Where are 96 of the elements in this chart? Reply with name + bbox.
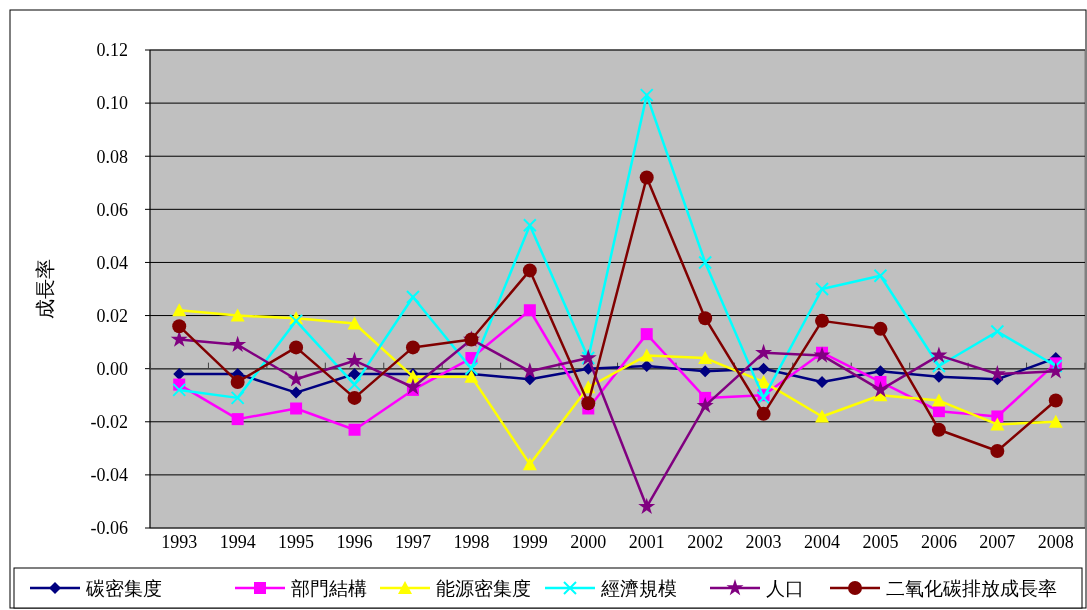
point	[990, 443, 1005, 458]
point	[639, 348, 654, 362]
point	[1047, 362, 1065, 379]
x-tick-label: 2001	[628, 532, 665, 552]
point	[523, 304, 536, 317]
point	[404, 378, 422, 395]
point	[405, 289, 420, 304]
x-tick-label: 1993	[161, 532, 198, 552]
point	[698, 351, 713, 365]
point	[521, 362, 539, 379]
point	[757, 362, 770, 375]
y-tick-label: -0.04	[90, 465, 128, 486]
x-tick-label: 2002	[687, 532, 724, 552]
point	[346, 351, 364, 368]
point	[815, 282, 830, 296]
x-tick-label: 2007	[979, 532, 1016, 552]
point	[932, 370, 945, 383]
point	[348, 367, 361, 380]
point	[699, 365, 712, 378]
point	[287, 370, 305, 387]
point	[930, 346, 948, 363]
point	[231, 413, 244, 426]
point	[816, 375, 829, 388]
point	[990, 417, 1005, 431]
x-tick-label: 1996	[336, 532, 373, 552]
y-tick-label: 0.02	[96, 305, 128, 326]
legend-label: 二氧化碳排放成長率	[886, 576, 1057, 599]
point	[229, 335, 247, 353]
point	[638, 497, 656, 514]
point	[755, 343, 773, 360]
y-tick-label: 0.12	[96, 40, 128, 61]
point	[464, 361, 479, 376]
x-tick-label: 1998	[453, 532, 490, 552]
legend-label: 碳密集度	[85, 576, 162, 599]
point	[172, 303, 187, 317]
point	[348, 423, 361, 436]
point	[639, 88, 654, 103]
y-tick-label: 0.08	[96, 146, 128, 167]
x-tick-label: 2004	[804, 532, 841, 552]
point	[1048, 393, 1063, 408]
x-tick-label: 1999	[511, 532, 548, 552]
x-tick-label: 2000	[570, 532, 607, 552]
point	[290, 402, 303, 415]
x-tick-label: 2005	[862, 532, 899, 552]
point	[931, 359, 946, 374]
point	[347, 316, 362, 330]
point	[873, 268, 888, 283]
x-tick-label: 2008	[1037, 532, 1074, 552]
point	[522, 218, 537, 233]
point	[522, 263, 537, 278]
y-tick-label: -0.02	[90, 412, 128, 433]
point	[991, 410, 1004, 423]
y-tick-label: 0.10	[96, 93, 128, 114]
point	[696, 396, 714, 414]
point	[289, 340, 304, 355]
point	[172, 382, 187, 397]
legend-label: 人口	[766, 576, 804, 599]
point	[815, 313, 830, 328]
point	[640, 360, 653, 373]
x-tick-label: 2006	[920, 532, 957, 552]
point	[230, 308, 245, 322]
point	[347, 377, 362, 392]
x-tick-label: 2003	[745, 532, 782, 552]
legend-label: 能源密集度	[436, 576, 531, 599]
point	[1048, 414, 1063, 428]
point	[813, 346, 831, 363]
y-axis-title: 成長率	[33, 259, 57, 319]
legend-label: 部門結構	[291, 576, 367, 599]
x-tick-label: 1997	[394, 532, 431, 552]
y-tick-label: -0.06	[90, 518, 128, 539]
point	[1048, 359, 1063, 374]
point	[931, 422, 946, 437]
point	[405, 340, 420, 355]
point	[698, 311, 713, 326]
y-tick-label: 0.04	[96, 252, 128, 273]
point	[172, 319, 187, 334]
point	[230, 390, 245, 405]
point	[815, 409, 830, 423]
point	[931, 393, 946, 407]
point	[522, 457, 537, 471]
point	[990, 324, 1005, 339]
y-tick-label: 0.00	[96, 358, 128, 379]
point	[347, 390, 362, 405]
point	[756, 406, 771, 421]
point	[698, 255, 713, 270]
point	[639, 170, 654, 185]
point	[581, 396, 596, 411]
y-tick-label: 0.06	[96, 199, 128, 220]
x-tick-label: 1994	[219, 532, 256, 552]
point	[871, 380, 889, 398]
point	[640, 328, 653, 341]
point	[230, 374, 245, 389]
legend-label: 經濟規模	[600, 576, 677, 599]
point	[290, 386, 303, 399]
x-tick-label: 1995	[278, 532, 315, 552]
point	[873, 321, 888, 336]
